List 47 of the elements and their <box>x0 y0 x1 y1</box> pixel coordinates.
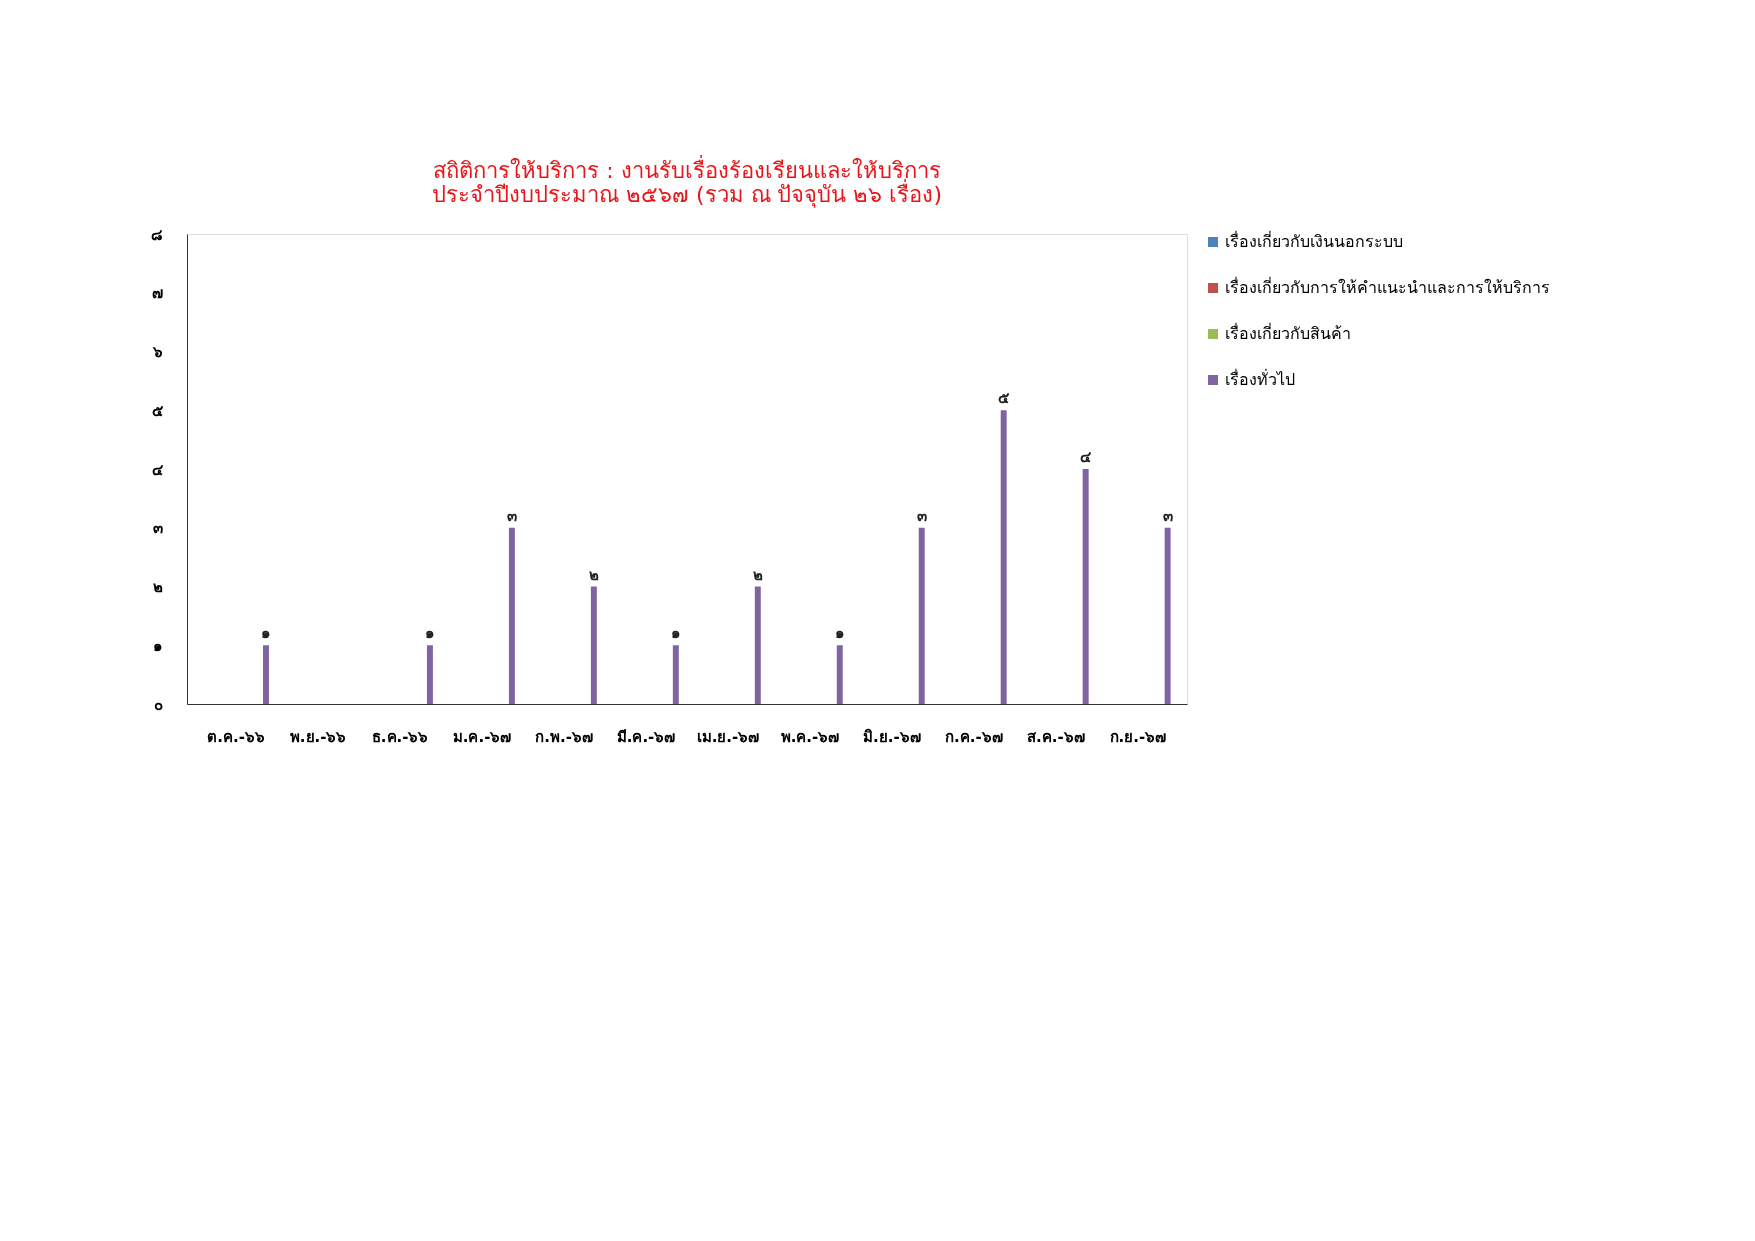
legend-label: เรื่องทั่วไป <box>1225 368 1295 389</box>
y-tick-label: ๕ <box>151 401 164 420</box>
x-tick-label: มี.ค.-๖๗ <box>616 727 676 746</box>
bar <box>426 645 433 704</box>
y-tick-label: ๒ <box>152 578 163 596</box>
y-tick-label: ๔ <box>151 460 164 479</box>
data-label: ๑ <box>260 624 271 643</box>
legend-label: เรื่องเกี่ยวกับสินค้า <box>1225 322 1351 343</box>
bar <box>1000 410 1007 704</box>
x-tick-label: ก.ย.-๖๗ <box>1109 727 1167 746</box>
data-label: ๓ <box>916 506 927 525</box>
y-tick-label: ๓ <box>152 519 163 538</box>
y-tick-label: ๑ <box>152 636 163 655</box>
x-tick-label: มิ.ย.-๖๗ <box>863 727 921 746</box>
bar <box>1164 527 1171 704</box>
data-label: ๕ <box>998 389 1011 408</box>
data-label: ๒ <box>752 565 763 584</box>
data-label: ๑ <box>834 624 845 643</box>
data-label: ๑ <box>670 624 681 643</box>
x-tick-label: พ.ย.-๖๖ <box>289 727 347 746</box>
bar <box>918 527 925 704</box>
bar <box>672 645 679 704</box>
legend-label: เรื่องเกี่ยวกับการให้คำแนะนำและการให้บริการ <box>1225 276 1550 297</box>
x-tick-label: ก.ค.-๖๗ <box>945 727 1003 746</box>
x-tick-label: ส.ค.-๖๗ <box>1027 727 1085 746</box>
legend-label: เรื่องเกี่ยวกับเงินนอกระบบ <box>1225 230 1403 251</box>
x-tick-label: ธ.ค.-๖๖ <box>371 727 429 746</box>
bar <box>836 645 843 704</box>
data-label: ๒ <box>588 565 599 584</box>
x-tick-label: พ.ค.-๖๗ <box>780 727 840 746</box>
x-tick-label: ก.พ.-๖๗ <box>535 727 593 746</box>
bar <box>590 586 597 704</box>
data-label: ๔ <box>1080 448 1093 466</box>
data-label: ๓ <box>506 506 517 525</box>
x-tick-label: เม.ย.-๖๗ <box>696 727 760 746</box>
y-tick-label: ๘ <box>150 225 163 244</box>
bar <box>1082 469 1089 704</box>
y-tick-label: ๖ <box>151 343 163 361</box>
y-tick-label: ๗ <box>151 284 163 303</box>
data-label: ๓ <box>1162 506 1173 525</box>
x-tick-label: ม.ค.-๖๗ <box>452 727 512 746</box>
bar <box>263 645 269 704</box>
x-tick-label: ต.ค.-๖๖ <box>207 727 265 746</box>
bar <box>508 527 515 704</box>
data-label: ๑ <box>424 624 435 643</box>
y-tick-label: ๐ <box>153 695 163 714</box>
bar <box>754 586 761 704</box>
